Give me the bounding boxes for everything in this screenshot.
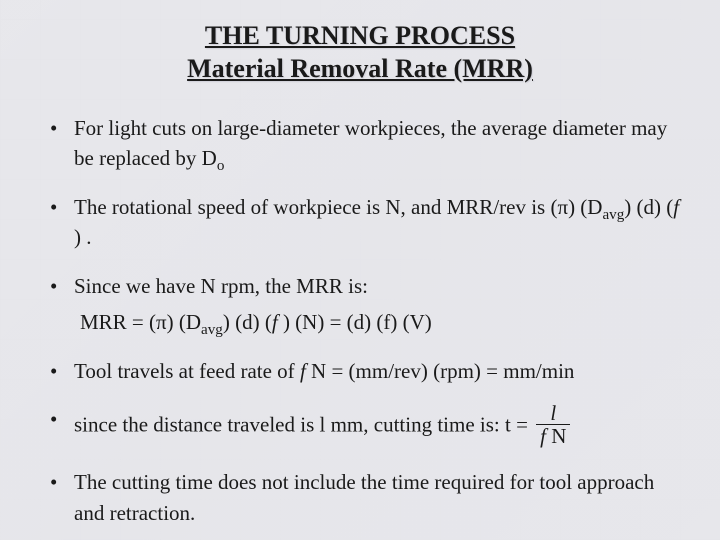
bullet-item-4: Tool travels at feed rate of f N = (mm/r…	[40, 356, 680, 386]
bullet-text: ) .	[74, 225, 92, 249]
fraction: l f N	[533, 402, 573, 447]
bullet-text: since the distance traveled is l mm, cut…	[74, 412, 533, 436]
italic-f: f	[272, 310, 283, 334]
bullet-text: The rotational speed of workpiece is N, …	[74, 195, 602, 219]
italic-f: f	[300, 359, 311, 383]
italic-f: f	[673, 195, 679, 219]
title-line-2: Material Removal Rate (MRR)	[80, 53, 640, 86]
equation-text: ) (N) = (d) (f) (V)	[283, 310, 432, 334]
bullet-item-2: The rotational speed of workpiece is N, …	[40, 192, 680, 253]
bullet-text: Since we have N rpm, the MRR is:	[74, 274, 368, 298]
subscript-o: o	[217, 159, 225, 175]
bullet-text: ) (d) (	[624, 195, 673, 219]
bullet-text: The cutting time does not include the ti…	[74, 470, 654, 524]
equation-text: ) (d) (	[223, 310, 272, 334]
subscript-avg: avg	[201, 322, 223, 338]
slide: THE TURNING PROCESS Material Removal Rat…	[0, 0, 720, 540]
bullet-text: N = (mm/rev) (rpm) = mm/min	[311, 359, 574, 383]
denom-n: N	[551, 424, 566, 448]
bullet-item-5: since the distance traveled is l mm, cut…	[40, 404, 680, 449]
bullet-item-3: Since we have N rpm, the MRR is: MRR = (…	[40, 271, 680, 338]
fraction-denominator: f N	[536, 425, 570, 447]
italic-f: f	[540, 424, 551, 448]
subscript-avg: avg	[602, 207, 624, 223]
bullet-item-1: For light cuts on large-diameter workpie…	[40, 113, 680, 174]
bullet-text: For light cuts on large-diameter workpie…	[74, 116, 667, 170]
bullet-text: Tool travels at feed rate of	[74, 359, 300, 383]
equation-mrr: MRR = (π) (Davg) (d) (f ) (N) = (d) (f) …	[74, 307, 680, 337]
bullet-list: For light cuts on large-diameter workpie…	[40, 113, 680, 528]
fraction-numerator: l	[536, 402, 570, 425]
bullet-item-6: The cutting time does not include the ti…	[40, 467, 680, 528]
title-block: THE TURNING PROCESS Material Removal Rat…	[40, 20, 680, 85]
equation-text: MRR = (π) (D	[80, 310, 201, 334]
title-line-1: THE TURNING PROCESS	[80, 20, 640, 53]
